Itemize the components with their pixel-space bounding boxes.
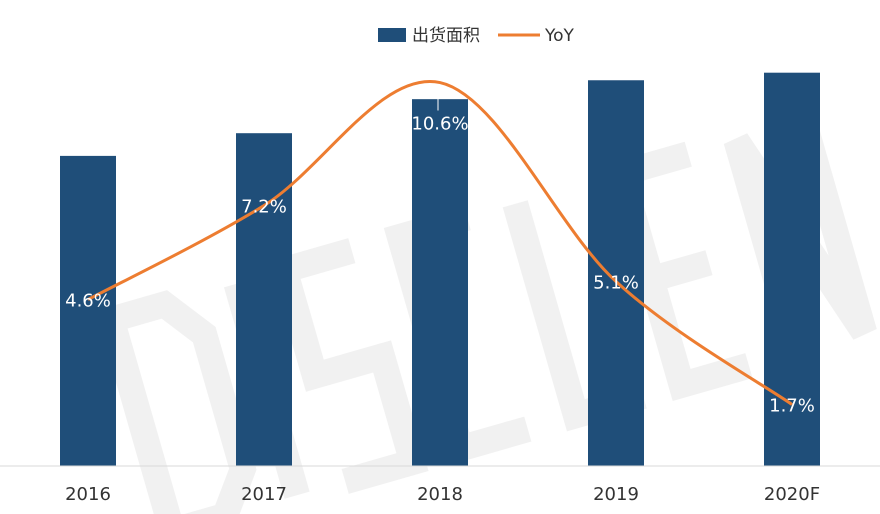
x-tick-label-2018: 2018 xyxy=(417,484,463,505)
legend-bar-swatch xyxy=(378,28,406,42)
bar-2016 xyxy=(60,155,116,466)
bar-2019 xyxy=(588,80,644,466)
x-tick-labels: 2016 2017 2018 2019 2020F xyxy=(65,484,820,505)
x-tick-label-2019: 2019 xyxy=(593,484,639,505)
x-tick-label-2016: 2016 xyxy=(65,484,111,505)
data-label-2019: 5.1% xyxy=(593,273,639,294)
data-labels-group: 4.6% 7.2% 10.6% 5.1% 1.7% xyxy=(65,86,815,417)
data-label-2020F: 1.7% xyxy=(769,396,815,417)
watermark-logo xyxy=(95,117,877,514)
yoy-line xyxy=(87,79,793,406)
data-label-2017: 7.2% xyxy=(241,197,287,218)
legend: 出货面积 YoY xyxy=(378,26,575,46)
x-tick-label-2017: 2017 xyxy=(241,484,287,505)
bar-2020F xyxy=(764,72,820,466)
bar-2017 xyxy=(236,133,292,466)
data-label-2016: 4.6% xyxy=(65,291,111,312)
legend-line-label: YoY xyxy=(544,26,575,46)
legend-bar-label: 出货面积 xyxy=(412,26,480,46)
bars-group xyxy=(60,72,820,466)
data-label-2018: 10.6% xyxy=(411,114,468,135)
bar-2018 xyxy=(412,99,468,466)
x-tick-label-2020F: 2020F xyxy=(764,484,820,505)
